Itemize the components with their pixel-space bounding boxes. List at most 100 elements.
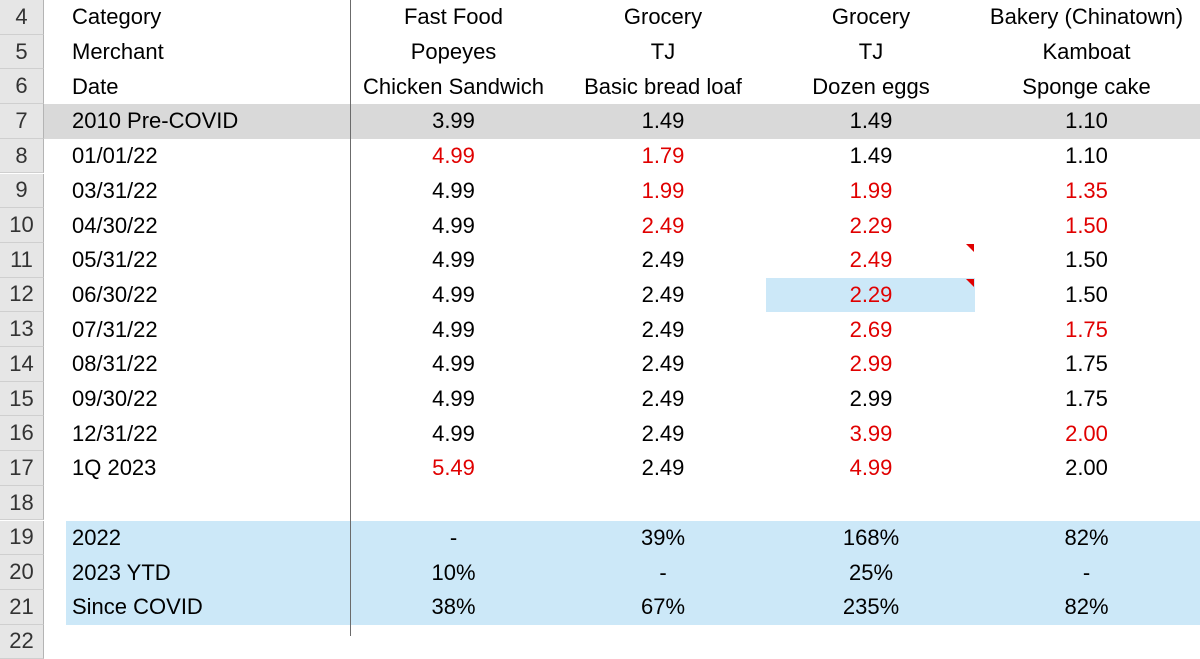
header-row-label[interactable]: Merchant xyxy=(72,39,164,65)
data-row-value[interactable]: 1.79 xyxy=(641,143,685,169)
row-header[interactable]: 18 xyxy=(0,485,44,521)
comment-indicator-icon[interactable] xyxy=(966,243,974,252)
data-row-value[interactable]: 2.00 xyxy=(1065,420,1108,446)
row-header[interactable]: 6 xyxy=(0,69,44,105)
data-row-label[interactable]: 09/30/22 xyxy=(72,386,158,412)
data-row-value[interactable]: 2.49 xyxy=(641,455,685,481)
data-row-value[interactable]: 1.50 xyxy=(1065,212,1108,238)
data-row-value[interactable]: 1.75 xyxy=(1065,351,1108,377)
data-row-value[interactable]: 1.75 xyxy=(1065,386,1108,412)
data-row-value[interactable]: 1.99 xyxy=(641,177,685,203)
data-row-value[interactable]: 1.49 xyxy=(849,143,893,169)
header-row-value[interactable]: Popeyes xyxy=(410,39,497,65)
data-row-value[interactable]: 2.49 xyxy=(641,386,685,412)
data-row-value[interactable]: 1.35 xyxy=(1065,177,1108,203)
row-header[interactable]: 20 xyxy=(0,555,44,590)
data-row-value[interactable]: 1.50 xyxy=(1065,281,1108,307)
summary-row-value[interactable]: - xyxy=(659,559,667,585)
data-row-value[interactable]: 4.99 xyxy=(432,143,475,169)
summary-row-label[interactable]: 2022 xyxy=(72,524,121,550)
data-row-value[interactable]: 1.10 xyxy=(1065,143,1108,169)
data-row-label[interactable]: 01/01/22 xyxy=(72,143,158,169)
data-row-value[interactable]: 2.29 xyxy=(849,212,893,238)
header-row-value[interactable]: Dozen eggs xyxy=(812,73,930,99)
row-header[interactable]: 14 xyxy=(0,347,44,382)
summary-row-value[interactable]: 67% xyxy=(640,594,686,620)
data-row-value[interactable]: 2.49 xyxy=(641,247,685,273)
header-row-value[interactable]: Bakery (Chinatown) xyxy=(989,4,1184,30)
summary-row-value[interactable]: 168% xyxy=(842,524,900,550)
header-row-value[interactable]: TJ xyxy=(858,39,884,65)
summary-row-value[interactable]: 82% xyxy=(1064,524,1109,550)
data-row-value[interactable]: 1.49 xyxy=(641,108,685,134)
data-row-value[interactable]: 4.99 xyxy=(432,177,475,203)
summary-row-label[interactable]: 2023 YTD xyxy=(72,559,171,585)
data-row-value[interactable]: 3.99 xyxy=(849,420,893,446)
data-row-value[interactable]: 4.99 xyxy=(432,420,475,446)
comment-indicator-icon[interactable] xyxy=(966,278,974,287)
data-row-value[interactable]: 2.29 xyxy=(849,281,893,307)
row-header[interactable]: 9 xyxy=(0,173,44,209)
header-row-value[interactable]: Sponge cake xyxy=(1022,73,1151,99)
data-row-label[interactable]: 06/30/22 xyxy=(72,281,158,307)
data-row-value[interactable]: 2.99 xyxy=(849,386,893,412)
data-row-value[interactable]: 2.49 xyxy=(641,281,685,307)
data-row-value[interactable]: 4.99 xyxy=(849,455,893,481)
data-row-value[interactable]: 4.99 xyxy=(432,351,475,377)
data-row-value[interactable]: 5.49 xyxy=(432,455,475,481)
row-header[interactable]: 11 xyxy=(0,242,44,278)
data-row-value[interactable]: 2.49 xyxy=(641,351,685,377)
data-row-label[interactable]: 04/30/22 xyxy=(72,212,158,238)
data-row-value[interactable]: 4.99 xyxy=(432,316,475,342)
data-row-label[interactable]: 12/31/22 xyxy=(72,420,158,446)
header-row-value[interactable]: TJ xyxy=(650,39,676,65)
header-row-label[interactable]: Date xyxy=(72,73,119,99)
summary-row-value[interactable]: 235% xyxy=(842,594,900,620)
summary-row-value[interactable]: 82% xyxy=(1064,594,1109,620)
row-header[interactable]: 15 xyxy=(0,381,44,417)
data-row-label[interactable]: 05/31/22 xyxy=(72,247,158,273)
summary-row-value[interactable]: 25% xyxy=(848,559,894,585)
row-header[interactable]: 10 xyxy=(0,208,44,243)
row-header[interactable]: 7 xyxy=(0,104,44,139)
data-row-value[interactable]: 4.99 xyxy=(432,247,475,273)
row-header[interactable]: 5 xyxy=(0,34,44,70)
data-row-value[interactable]: 2.49 xyxy=(849,247,893,273)
data-row-value[interactable]: 1.75 xyxy=(1065,316,1108,342)
data-row-value[interactable]: 2.69 xyxy=(849,316,893,342)
summary-row-value[interactable]: 38% xyxy=(431,594,476,620)
summary-row-value[interactable]: 39% xyxy=(640,524,686,550)
row-header[interactable]: 19 xyxy=(0,520,44,556)
header-row-value[interactable]: Basic bread loaf xyxy=(584,73,742,99)
data-row-value[interactable]: 4.99 xyxy=(432,386,475,412)
row-header[interactable]: 12 xyxy=(0,277,44,313)
data-row-value[interactable]: 4.99 xyxy=(432,212,475,238)
data-row-value[interactable]: 2.49 xyxy=(641,420,685,446)
summary-row-value[interactable]: - xyxy=(449,524,458,550)
header-row-value[interactable]: Grocery xyxy=(623,4,703,30)
header-row-value[interactable]: Grocery xyxy=(831,4,911,30)
data-row-value[interactable]: 4.99 xyxy=(432,281,475,307)
data-row-value[interactable]: 1.49 xyxy=(849,108,893,134)
data-row-value[interactable]: 2.49 xyxy=(641,316,685,342)
data-row-value[interactable]: 1.10 xyxy=(1065,108,1108,134)
summary-row-label[interactable]: Since COVID xyxy=(72,594,203,620)
header-row-label[interactable]: Category xyxy=(72,4,162,30)
row-header[interactable]: 21 xyxy=(0,589,44,625)
data-row-value[interactable]: 2.99 xyxy=(849,351,893,377)
data-row-label[interactable]: 03/31/22 xyxy=(72,177,158,203)
data-row-value[interactable]: 1.99 xyxy=(849,177,893,203)
data-row-value[interactable]: 2.49 xyxy=(641,212,685,238)
data-row-value[interactable]: 1.50 xyxy=(1065,247,1108,273)
data-row-value[interactable]: 3.99 xyxy=(432,108,475,134)
summary-row-value[interactable]: 10% xyxy=(431,559,476,585)
data-row-label[interactable]: 07/31/22 xyxy=(72,316,158,342)
header-row-value[interactable]: Kamboat xyxy=(1042,39,1131,65)
row-header[interactable]: 8 xyxy=(0,138,44,174)
row-header[interactable]: 13 xyxy=(0,312,44,347)
header-row-value[interactable]: Fast Food xyxy=(403,4,504,30)
row-header[interactable]: 16 xyxy=(0,416,44,452)
header-row-value[interactable]: Chicken Sandwich xyxy=(363,73,544,99)
row-header[interactable]: 22 xyxy=(0,624,44,659)
summary-row-value[interactable]: - xyxy=(1082,559,1091,585)
